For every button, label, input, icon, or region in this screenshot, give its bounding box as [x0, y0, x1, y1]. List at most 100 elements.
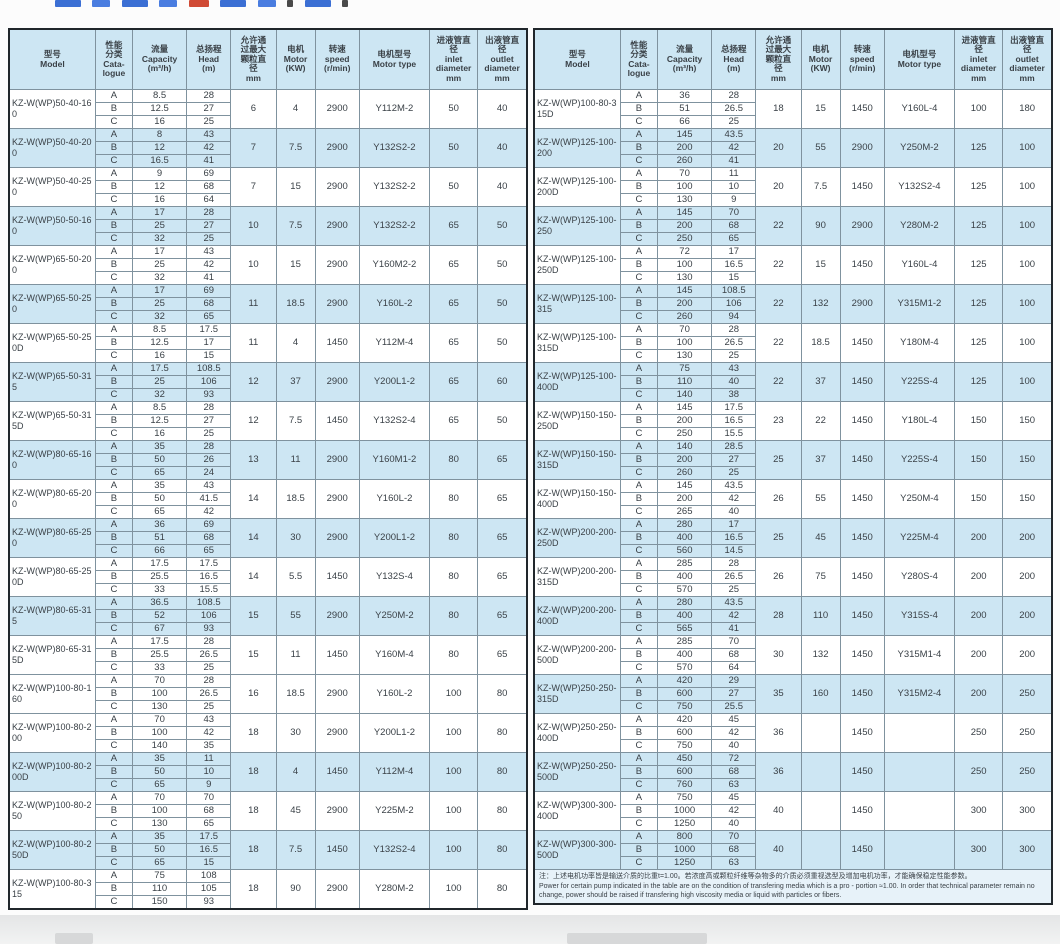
- motor-kw-cell: 45: [800, 518, 841, 558]
- head-cell: 15: [186, 856, 232, 870]
- motor-type-cell: Y132S2-4: [358, 830, 431, 870]
- inlet-cell: 50: [429, 167, 479, 207]
- speed-cell: 2900: [314, 479, 360, 519]
- motor-type-cell: Y280M-2: [883, 206, 956, 246]
- motor-kw-cell: 55: [800, 479, 841, 519]
- table-row: B 200 106: [534, 297, 1052, 311]
- table-row: KZ-W(WP)250-250-500D A 450 72 36 1450 250 250: [533, 752, 1053, 792]
- head-cell: 16.5: [711, 258, 757, 272]
- note-english: Power for certain pump indicated in the …: [539, 883, 1035, 900]
- particle-cell: 12: [230, 401, 277, 441]
- inlet-cell: 100: [429, 752, 479, 792]
- model-cell: KZ-W(WP)80-65-160: [8, 440, 96, 480]
- motor-kw-cell: 160: [800, 674, 841, 714]
- col-header-line: inlet: [444, 53, 463, 64]
- speed-cell: 1450: [314, 401, 360, 441]
- model-cell: KZ-W(WP)100-80-200: [8, 713, 96, 753]
- col-header-speed: 转速 speed (r/min): [314, 28, 360, 90]
- speed-cell: 1450: [314, 752, 360, 792]
- table-row: B 100 26.5: [534, 336, 1052, 350]
- capacity-cell: 420: [656, 674, 713, 688]
- capacity-cell: 8.5: [131, 323, 188, 337]
- capacity-cell: 200: [656, 453, 713, 467]
- model-cell: KZ-W(WP)65-50-250: [8, 284, 96, 324]
- col-header-line: Model: [40, 58, 65, 69]
- capacity-cell: 750: [656, 739, 713, 753]
- speed-cell: 2900: [314, 518, 360, 558]
- table-row: B 200 42: [534, 141, 1052, 155]
- col-header-line: 径: [974, 44, 983, 55]
- capacity-cell: 280: [656, 596, 713, 610]
- catalogue-cell: B: [619, 765, 658, 779]
- motor-type-cell: Y160L-4: [883, 89, 956, 129]
- capacity-cell: 110: [131, 882, 188, 896]
- head-cell: 25: [711, 583, 757, 597]
- capacity-cell: 145: [656, 479, 713, 493]
- capacity-cell: 12.5: [131, 102, 188, 116]
- head-cell: 93: [186, 622, 232, 636]
- table-row: C 65 9: [9, 778, 527, 792]
- head-cell: 10: [711, 180, 757, 194]
- head-cell: 93: [186, 895, 232, 910]
- outlet-cell: 150: [1002, 401, 1053, 441]
- speed-cell: 2900: [314, 362, 360, 402]
- head-cell: 28: [711, 89, 757, 103]
- cropped-title-glyph: [342, 0, 349, 7]
- col-header-line: 总扬程: [720, 44, 747, 55]
- cropped-title-glyph: [188, 0, 209, 7]
- motor-type-cell: Y280S-4: [883, 557, 956, 597]
- col-header-capacity: 流量 Capacity (m³/h): [131, 28, 188, 90]
- col-header-line: outlet: [1015, 53, 1039, 64]
- outlet-cell: 80: [477, 830, 528, 870]
- capacity-cell: 400: [656, 570, 713, 584]
- head-cell: 25.5: [711, 700, 757, 714]
- capacity-cell: 25.5: [131, 648, 188, 662]
- particle-cell: 10: [230, 245, 277, 285]
- head-cell: 42: [186, 258, 232, 272]
- table-row: KZ-W(WP)50-50-160 A 17 28 10 7.5 2900 Y132S2-2 6…: [8, 206, 528, 246]
- col-header-line: Capacity: [141, 53, 178, 64]
- col-header-line: 分类: [105, 49, 123, 60]
- motor-type-cell: Y160M2-2: [358, 245, 431, 285]
- catalogue-cell: A: [94, 284, 133, 298]
- model-cell: KZ-W(WP)50-40-160: [8, 89, 96, 129]
- head-cell: 17.5: [186, 557, 232, 571]
- outlet-cell: 50: [477, 206, 528, 246]
- head-cell: 70: [711, 206, 757, 220]
- head-cell: 43: [186, 713, 232, 727]
- table-row: B 1000 42: [534, 804, 1052, 818]
- head-cell: 27: [186, 219, 232, 233]
- catalogue-cell: B: [619, 726, 658, 740]
- header-row: 型号 Model 性能 分类 Cata-logue 流量 Capacity (m³/h) 总扬程…: [8, 28, 528, 90]
- col-header-line: 分类: [630, 49, 648, 60]
- table-row: KZ-W(WP)150-150-250D A 145 17.5 23 22 1450 Y180…: [533, 401, 1053, 441]
- outlet-cell: 65: [477, 479, 528, 519]
- speed-cell: 1450: [839, 440, 885, 480]
- col-header-line: logue: [102, 67, 126, 78]
- catalogue-cell: C: [94, 154, 133, 168]
- col-header-line: 径: [1022, 44, 1032, 55]
- col-header-line: 颗粒直: [765, 53, 792, 64]
- head-cell: 68: [186, 297, 232, 311]
- col-header-line: 性能: [630, 39, 648, 50]
- inlet-cell: 125: [954, 284, 1004, 324]
- col-header-line: (m³/h): [672, 63, 697, 74]
- outlet-cell: 40: [477, 167, 528, 207]
- model-cell: KZ-W(WP)50-40-250: [8, 167, 96, 207]
- head-cell: 11: [186, 752, 232, 766]
- head-cell: 43.5: [711, 479, 757, 493]
- head-cell: 25: [186, 700, 232, 714]
- capacity-cell: 130: [656, 349, 713, 363]
- particle-cell: 11: [230, 323, 277, 363]
- header-row: 型号 Model 性能 分类 Cata-logue 流量 Capacity (m³/h) 总扬程…: [533, 28, 1053, 90]
- model-cell: KZ-W(WP)125-100-200: [533, 128, 621, 168]
- table-row: C 130 9: [534, 193, 1052, 207]
- head-cell: 43: [186, 245, 232, 259]
- inlet-cell: 65: [429, 323, 479, 363]
- speed-cell: 1450: [839, 791, 885, 831]
- head-cell: 15: [711, 271, 757, 285]
- cropped-title-strip: [55, 0, 695, 8]
- capacity-cell: 140: [656, 440, 713, 454]
- col-header-line: 流量: [676, 44, 694, 55]
- table-row: C 260 25: [534, 466, 1052, 480]
